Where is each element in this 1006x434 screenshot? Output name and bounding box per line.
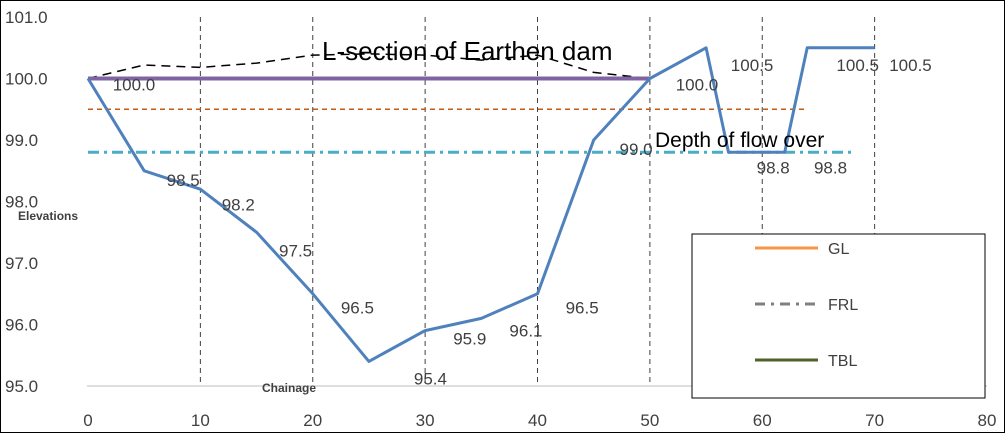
data-label: 100.0 xyxy=(113,76,156,95)
legend-label-tbl: TBL xyxy=(828,353,857,370)
series-layer xyxy=(86,46,875,363)
data-label: 100.5 xyxy=(889,56,932,75)
y-axis-title: Elevations xyxy=(18,209,78,223)
chart-title: L-section of Earthen dam xyxy=(322,36,613,66)
x-tick-label: 70 xyxy=(865,411,884,430)
x-axis-title: Chainage xyxy=(262,381,316,395)
x-tick-label: 80 xyxy=(978,411,997,430)
data-label: 95.4 xyxy=(414,370,447,389)
series-top-line xyxy=(87,53,650,80)
legend-label-frl: FRL xyxy=(828,297,858,314)
data-label: 96.5 xyxy=(341,298,374,317)
x-tick-label: 20 xyxy=(303,411,322,430)
y-tick-label: 101.0 xyxy=(5,8,48,27)
y-tick-label: 96.0 xyxy=(5,316,38,335)
legend: GL FRL TBL xyxy=(691,233,986,399)
y-tick-label: 98.0 xyxy=(5,193,38,212)
annotation-text: Depth of flow over xyxy=(655,129,824,152)
y-tick-label: 97.0 xyxy=(5,254,38,273)
data-label: 99.0 xyxy=(620,140,653,159)
data-label: 95.9 xyxy=(453,330,486,349)
data-label: 96.5 xyxy=(566,298,599,317)
data-label: 98.2 xyxy=(222,196,255,215)
data-label: 98.8 xyxy=(814,159,847,178)
series-ground xyxy=(86,46,875,363)
x-tick-label: 50 xyxy=(640,411,659,430)
legend-entries: GL FRL TBL xyxy=(755,241,858,370)
data-label: 100.5 xyxy=(731,56,774,75)
x-tick-label: 40 xyxy=(528,411,547,430)
data-label: 96.1 xyxy=(509,322,542,341)
data-label: 98.5 xyxy=(167,171,200,190)
legend-box xyxy=(691,233,986,399)
ticks-layer: 0 10 20 30 40 50 60 70 8095.096.097.098.099.0100… xyxy=(5,8,996,430)
x-tick-label: 60 xyxy=(753,411,772,430)
y-tick-label: 95.0 xyxy=(5,377,38,396)
data-label: 97.5 xyxy=(279,242,312,261)
data-label: 100.0 xyxy=(676,76,719,95)
labels-layer: 100.0 98.5 98.2 97.5 96.5 95.4 95.9 96.1 96.5 99.… xyxy=(113,56,932,389)
data-label: 100.5 xyxy=(836,56,879,75)
x-tick-label: 0 xyxy=(83,411,92,430)
data-label: 98.8 xyxy=(757,159,790,178)
x-tick-label: 10 xyxy=(191,411,210,430)
y-tick-label: 99.0 xyxy=(5,131,38,150)
legend-label-gl: GL xyxy=(828,241,849,258)
y-tick-label: 100.0 xyxy=(5,70,48,89)
x-tick-label: 30 xyxy=(416,411,435,430)
